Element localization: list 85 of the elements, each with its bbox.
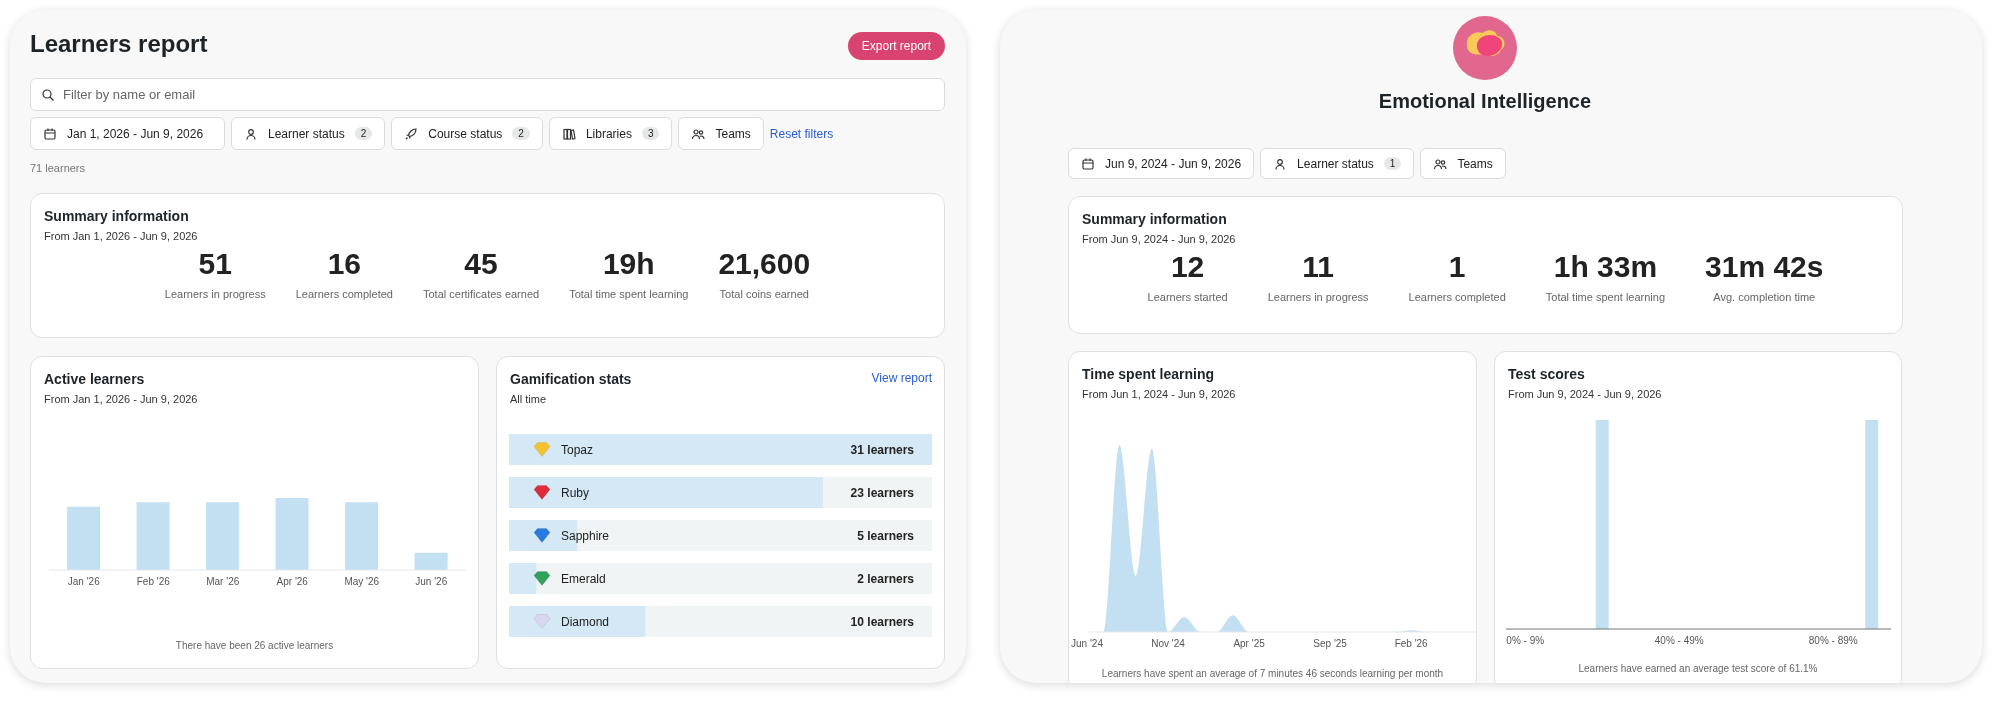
x-tick-label: Mar '26 [206,576,240,588]
chart-title: Time spent learning [1082,366,1214,382]
bar [275,498,309,570]
bar [509,563,537,594]
x-tick-label: Feb '26 [136,576,171,588]
category-label: Course status [428,126,503,141]
y-tick-label: Sapphire [561,528,610,543]
x-tick-label: Jun '24 [1071,638,1104,650]
bar [414,552,448,570]
y-tick-label: Topaz [561,442,594,457]
text: 2 [360,128,367,139]
text: Learners have spent an average of 7 minutes 46 seconds learning per month [1100,668,1445,679]
x-tick-label: Apr '26 [276,576,309,588]
text: Learners have earned an average test score of 61.1% [1577,663,1819,674]
text: There have been 26 active learners [174,640,335,651]
x-tick-label: Nov '24 [1151,638,1186,650]
category-label: Jun 9, 2024 - Jun 9, 2026 [1105,156,1242,171]
chart-subtitle: From Jun 1, 2024 - Jun 9, 2026 [1082,388,1236,400]
text: View report [871,371,932,385]
text: From Jan 1, 2026 - Jun 9, 2026 [44,230,198,242]
category-label: Total certificates earned [422,288,540,300]
text: 19h [602,247,655,280]
data-label: 23 learners [850,485,915,500]
x-tick-label: Sep '25 [1313,638,1348,650]
text: 1h 33m [1553,250,1658,283]
text: 16 [327,247,362,280]
y-tick-label: Ruby [561,485,590,500]
category-label: Libraries [585,126,632,141]
text: Summary information [44,208,189,224]
text: 51 [198,247,232,280]
chart-title: Gamification stats [510,371,632,387]
data-label: 5 learners [857,528,915,543]
text: 2 [518,128,524,139]
text: Emotional Intelligence [1377,90,1593,113]
category-label: Learners completed [295,288,393,300]
chart-subtitle: From Jun 9, 2024 - Jun 9, 2026 [1508,388,1662,400]
data-label: 2 learners [857,571,915,586]
text: 12 [1170,250,1205,283]
bar [345,502,379,570]
category-label: Learner status [1297,156,1374,171]
category-label: Learners in progress [164,288,266,300]
text: From Jun 9, 2024 - Jun 9, 2026 [1082,233,1236,245]
category-label: Teams [1457,156,1493,171]
text: Reset filters [769,126,834,141]
data-label: 31 learners [850,442,915,457]
category-label: Total coins earned [719,288,809,300]
category-label: Total time spent learning [569,288,689,300]
category-label: Learners started [1147,291,1228,303]
y-tick-label: Diamond [561,614,610,629]
x-tick-label: 80% - 89% [1808,635,1858,647]
text: 21,600 [718,247,811,280]
x-tick-label: 40% - 49% [1654,635,1704,647]
text: Learners report [30,30,208,58]
text: Filter by name or email [63,87,196,102]
chart-subtitle: From Jan 1, 2026 - Jun 9, 2026 [44,393,198,405]
text: 1 [1389,158,1396,169]
category-label: Jan 1, 2026 - Jun 9, 2026 [67,126,204,141]
text: Summary information [1082,211,1227,227]
text: 31m 42s [1705,250,1824,283]
x-tick-label: Apr '25 [1233,638,1266,650]
text: 1 [1448,250,1466,283]
category-label: Teams [715,126,751,141]
x-tick-label: 0% - 9% [1506,635,1545,647]
category-label: Avg. completion time [1713,291,1816,303]
data-label: 10 learners [850,614,915,629]
text: 45 [464,247,498,280]
chart-title: Active learners [44,371,145,387]
text: 3 [647,128,654,139]
x-tick-label: May '26 [344,576,380,588]
bar [206,502,240,570]
chart-title: Test scores [1508,366,1585,382]
text: Export report [848,32,945,60]
chart-subtitle: All time [510,393,547,405]
x-tick-label: Jun '26 [415,576,448,588]
x-tick-label: Jan '26 [67,576,101,588]
y-tick-label: Emerald [561,571,606,586]
bar [67,506,101,570]
category-label: Learner status [268,126,345,141]
text: 11 [1302,250,1334,283]
x-tick-label: Feb '26 [1394,638,1429,650]
category-label: Learners completed [1408,291,1506,303]
category-label: Total time spent learning [1545,291,1666,303]
category-label: Learners in progress [1267,291,1369,303]
text: 71 learners [30,162,86,174]
bar [136,502,170,570]
